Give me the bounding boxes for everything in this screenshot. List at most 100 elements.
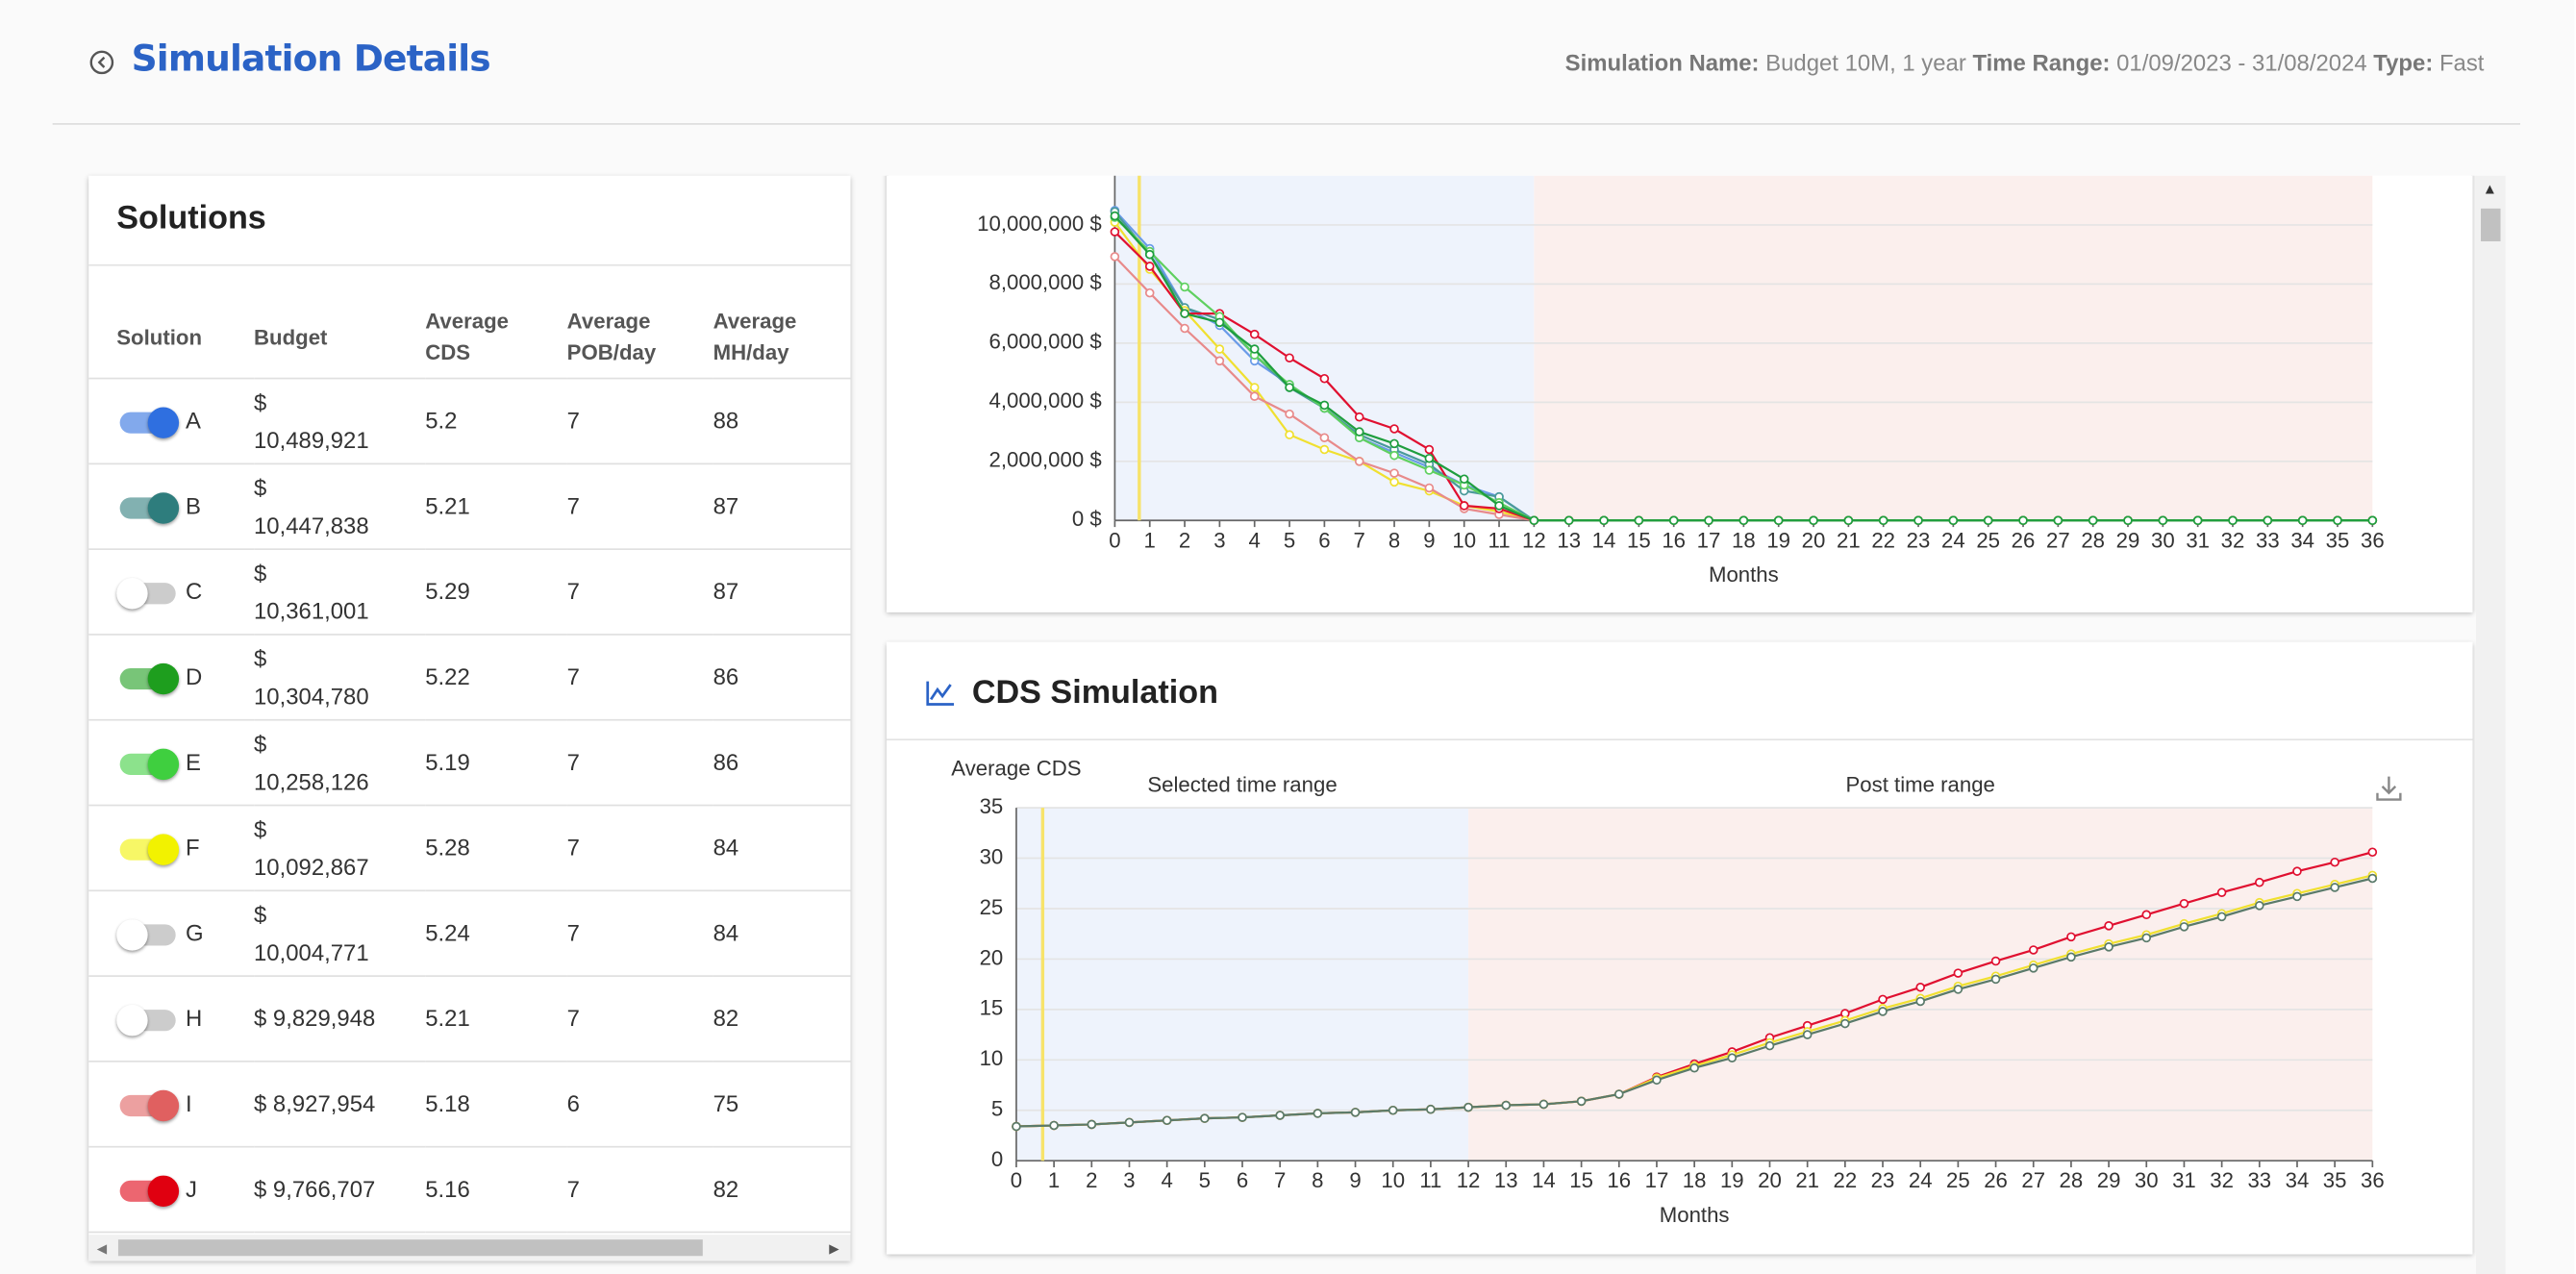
data-point xyxy=(1389,477,1399,487)
cell: 7 xyxy=(566,805,713,892)
cell: 6 xyxy=(566,1061,713,1148)
data-point xyxy=(1285,353,1294,363)
h-scrollbar[interactable]: ◀ ▶ xyxy=(88,1235,851,1262)
data-point xyxy=(1144,262,1155,271)
x-tick-label: 28 xyxy=(2081,528,2105,552)
data-point xyxy=(1389,424,1399,434)
x-tick-label: 8 xyxy=(1312,1168,1323,1192)
data-point xyxy=(1809,515,1818,526)
toggle[interactable] xyxy=(116,406,180,439)
cell: A xyxy=(88,378,254,465)
scroll-thumb[interactable] xyxy=(117,1239,703,1257)
meta-label: Time Range: xyxy=(1972,49,2111,76)
y-tick-label: 25 xyxy=(980,895,1004,919)
x-tick-label: 1 xyxy=(1048,1168,1060,1192)
data-point xyxy=(1843,515,1854,526)
cell: 75 xyxy=(713,1061,851,1148)
cell: $ 10,489,921 xyxy=(253,378,426,465)
download-icon[interactable] xyxy=(2374,773,2404,803)
column-header: Average POB/day xyxy=(566,295,713,380)
x-tick-label: 23 xyxy=(1907,528,1931,552)
toggle[interactable] xyxy=(116,1089,180,1122)
x-tick-label: 5 xyxy=(1199,1168,1211,1192)
toggle[interactable] xyxy=(116,1174,180,1208)
data-point xyxy=(1319,400,1330,411)
data-point xyxy=(2263,515,2273,526)
x-tick-label: 2 xyxy=(1086,1168,1097,1192)
toggle[interactable] xyxy=(116,662,180,695)
data-point xyxy=(2216,912,2227,922)
table-row: C $ 10,361,001 5.29 7 87 xyxy=(88,549,851,636)
cell: $ 10,258,126 xyxy=(253,719,426,807)
x-tick-label: 8 xyxy=(1388,528,1400,552)
x-tick-label: 27 xyxy=(2021,1168,2045,1192)
data-point xyxy=(1538,1099,1549,1110)
x-axis-label: Months xyxy=(1709,562,1779,587)
x-tick-label: 7 xyxy=(1354,528,1365,552)
data-point xyxy=(1285,430,1294,439)
cell: $ 10,004,771 xyxy=(253,890,426,977)
cell: 7 xyxy=(566,549,713,636)
data-point xyxy=(1983,515,1993,526)
data-point xyxy=(1389,468,1399,478)
scroll-arrow[interactable]: ▶ xyxy=(829,1240,839,1257)
table-row: B $ 10,447,838 5.21 7 87 xyxy=(88,463,851,551)
data-point xyxy=(2018,515,2028,526)
v-scrollbar[interactable]: ▲ xyxy=(2475,175,2506,1274)
cell: $ 9,766,707 xyxy=(253,1146,426,1234)
toggle-knob xyxy=(147,1090,180,1122)
cell: 5.21 xyxy=(425,463,567,551)
toggle-knob xyxy=(116,919,148,952)
data-point xyxy=(1424,453,1435,463)
scroll-arrow[interactable]: ▲ xyxy=(2482,180,2497,197)
data-point xyxy=(2216,887,2227,897)
data-point xyxy=(1599,515,1609,526)
table-row: A $ 10,489,921 5.2 7 88 xyxy=(88,378,851,465)
scroll-thumb[interactable] xyxy=(2481,208,2501,242)
scroll-arrow[interactable]: ◀ xyxy=(96,1240,108,1257)
divider xyxy=(887,738,2473,741)
data-point xyxy=(1214,317,1225,328)
data-point xyxy=(1087,1119,1097,1130)
toggle[interactable] xyxy=(116,577,179,610)
toggle[interactable] xyxy=(116,491,180,525)
data-point xyxy=(1285,383,1294,392)
toggle[interactable] xyxy=(116,1004,179,1037)
data-point xyxy=(1704,515,1713,526)
table-row: G $ 10,004,771 5.24 7 84 xyxy=(88,890,851,977)
y-tick-label: 0 $ xyxy=(1072,507,1102,531)
data-point xyxy=(1249,329,1260,339)
x-tick-label: 34 xyxy=(2290,528,2314,552)
back-icon[interactable] xyxy=(88,49,114,75)
y-tick-label: 4,000,000 $ xyxy=(989,388,1102,412)
y-tick-label: 10,000,000 $ xyxy=(977,212,1102,236)
toggle[interactable] xyxy=(116,833,180,866)
x-tick-label: 12 xyxy=(1522,528,1546,552)
cell: 86 xyxy=(713,719,851,807)
toggle[interactable] xyxy=(116,918,179,952)
range-label: Post time range xyxy=(1846,773,1995,797)
y-tick-label: 20 xyxy=(980,945,1004,969)
toggle[interactable] xyxy=(116,747,180,781)
x-tick-label: 19 xyxy=(1720,1168,1744,1192)
x-tick-label: 29 xyxy=(2097,1168,2121,1192)
data-point xyxy=(1110,211,1120,221)
table-row: J $ 9,766,707 5.16 7 82 xyxy=(88,1146,851,1234)
data-point xyxy=(1614,1089,1624,1099)
data-point xyxy=(2255,901,2264,911)
x-tick-label: 26 xyxy=(2012,528,2036,552)
data-point xyxy=(1459,501,1469,511)
x-tick-label: 14 xyxy=(1592,528,1616,552)
data-point xyxy=(1249,383,1260,392)
cell: 7 xyxy=(566,463,713,551)
data-point xyxy=(1878,1007,1888,1016)
data-point xyxy=(1249,344,1260,354)
x-tick-label: 36 xyxy=(2361,1168,2385,1192)
data-point xyxy=(1049,1120,1059,1131)
cell: 5.24 xyxy=(425,890,567,977)
data-point xyxy=(1990,974,2001,985)
x-tick-label: 10 xyxy=(1452,528,1476,552)
x-tick-label: 6 xyxy=(1318,528,1330,552)
data-point xyxy=(2292,891,2302,902)
data-point xyxy=(1953,985,1963,994)
